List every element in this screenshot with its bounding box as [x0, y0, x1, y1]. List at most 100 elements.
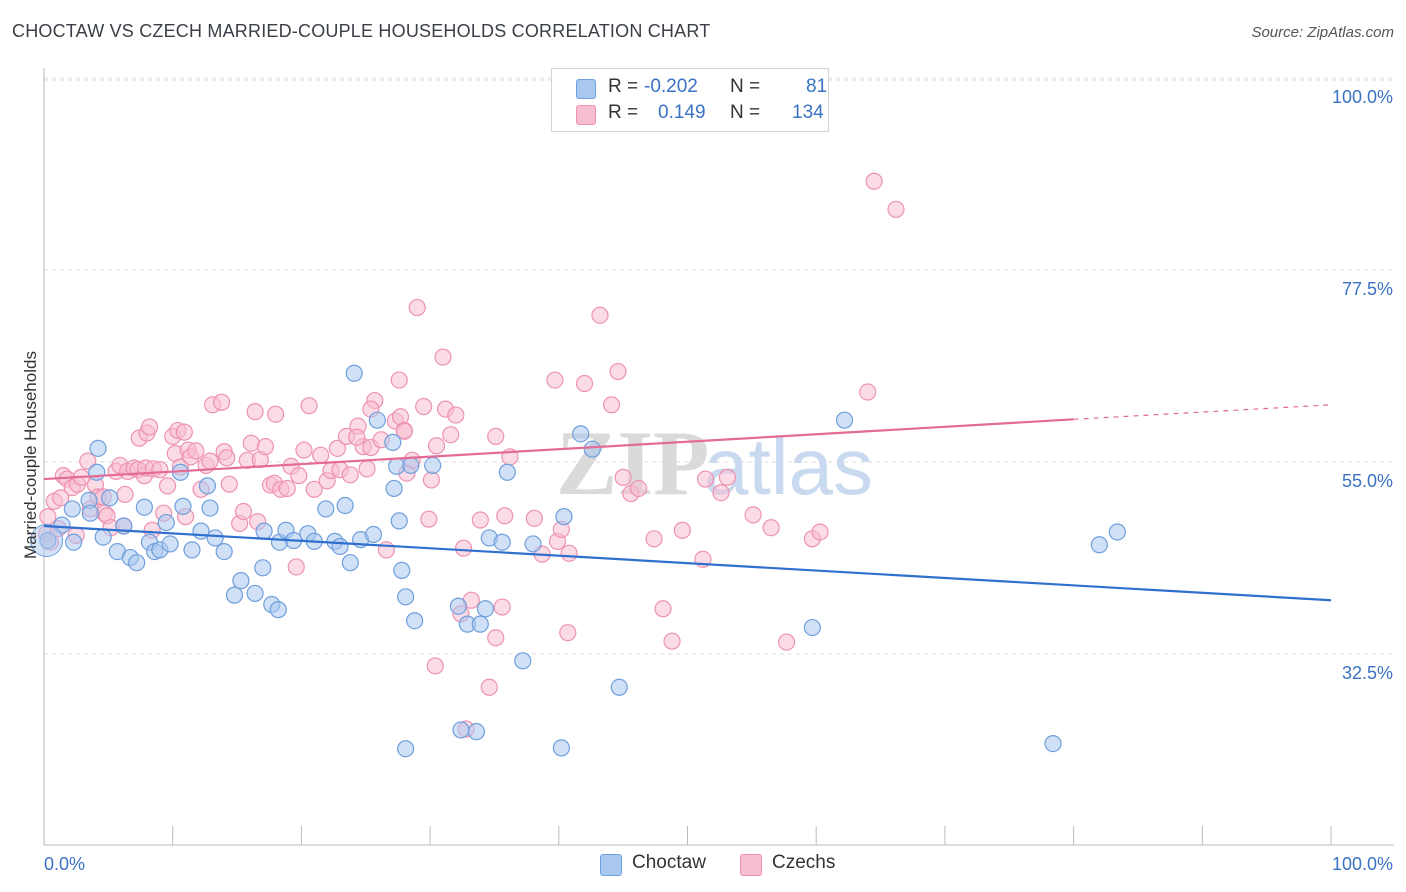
choctaw-point: [341, 554, 359, 572]
czech-point: [434, 348, 452, 366]
choctaw-point: [65, 533, 83, 551]
y-tick-label: 100.0%: [1332, 87, 1393, 107]
legend-r-value-czechs: 0.149: [658, 102, 706, 123]
choctaw-point: [610, 678, 628, 696]
choctaw-point: [552, 739, 570, 757]
tick-labels: 32.5% 55.0% 77.5% 100.0% 0.0% 100.0%: [44, 87, 1393, 874]
choctaw-point: [424, 456, 442, 475]
choctaw-point: [368, 411, 386, 429]
czech-point: [575, 374, 594, 393]
czech-point: [290, 467, 308, 485]
watermark: ZIP atlas: [556, 412, 873, 514]
czech-point: [629, 479, 648, 498]
czech-point: [220, 475, 238, 493]
correlation-legend: R = -0.202 N = 81 R = 0.149 N = 134: [551, 68, 829, 132]
czech-point: [614, 468, 632, 486]
bottom-legend-label-czechs: Czechs: [772, 852, 836, 873]
choctaw-point: [183, 541, 201, 559]
czech-point: [546, 371, 564, 389]
czech-point: [79, 452, 97, 470]
choctaw-point: [402, 456, 420, 475]
choctaw-point: [467, 723, 486, 741]
czech-point: [358, 460, 376, 478]
choctaw-point: [215, 542, 233, 561]
czech-point: [278, 479, 296, 498]
czech-point: [242, 434, 260, 452]
choctaw-point: [192, 522, 210, 540]
czech-trend-line-extension: [1073, 404, 1332, 420]
czech-point: [744, 506, 762, 524]
choctaw-point: [385, 479, 403, 498]
x-tick-label: 0.0%: [44, 854, 85, 874]
choctaw-point: [524, 535, 542, 553]
czech-point: [559, 624, 577, 642]
czech-point: [487, 427, 505, 445]
choctaw-point: [81, 504, 99, 522]
choctaw-point: [206, 529, 224, 547]
choctaw-cluster-point: [30, 524, 64, 558]
czech-point: [408, 298, 426, 317]
czech-point: [887, 200, 905, 219]
choctaw-point: [397, 588, 415, 606]
czech-point: [287, 558, 305, 576]
czech-point: [859, 383, 877, 401]
czech-point: [422, 471, 440, 489]
choctaw-point: [555, 508, 573, 526]
czech-point: [415, 397, 433, 416]
legend-n-label: N =: [730, 102, 761, 123]
czech-point: [234, 502, 253, 521]
czech-point: [377, 541, 395, 559]
axes: [43, 68, 1394, 846]
choctaw-point: [406, 612, 424, 630]
czech-point: [712, 484, 730, 502]
choctaw-point: [128, 554, 146, 572]
czech-point: [777, 633, 796, 651]
czech-point: [762, 519, 780, 537]
choctaw-point: [384, 433, 402, 451]
choctaw-point: [269, 601, 287, 619]
czech-point: [246, 403, 264, 421]
czech-point: [718, 468, 736, 486]
choctaw-swatch-icon: [576, 79, 596, 99]
czech-point: [480, 678, 498, 696]
czech-point: [395, 422, 413, 440]
choctaw-point: [255, 522, 273, 540]
choctaw-point: [449, 597, 468, 615]
choctaw-point: [63, 500, 81, 518]
y-axis-label: Married-couple Households: [21, 351, 40, 559]
choctaw-point: [198, 477, 217, 495]
czech-point: [591, 306, 609, 324]
czech-point: [140, 418, 159, 436]
choctaw-point: [331, 537, 349, 556]
legend-n-label: N =: [730, 76, 761, 97]
czech-point: [300, 397, 318, 415]
y-tick-label: 77.5%: [1342, 279, 1393, 299]
czech-swatch-icon: [576, 105, 596, 125]
bottom-legend-label-choctaw: Choctaw: [632, 852, 706, 873]
czech-point: [525, 509, 543, 527]
choctaw-point: [572, 425, 590, 443]
choctaw-point: [471, 615, 489, 633]
choctaw-point: [835, 411, 854, 429]
czech-point: [213, 393, 231, 411]
choctaw-point: [174, 497, 192, 515]
czech-point: [673, 521, 691, 539]
choctaw-point: [157, 513, 175, 532]
czech-point: [454, 539, 473, 557]
choctaw-point: [493, 533, 511, 551]
choctaw-point: [390, 512, 408, 530]
choctaw-point: [1044, 734, 1062, 753]
czech-point: [865, 172, 883, 190]
czech-legend-icon: [740, 854, 762, 876]
czech-point: [609, 362, 627, 381]
grid-lines: [44, 77, 1394, 655]
choctaw-point: [225, 586, 244, 604]
choctaw-legend-icon: [600, 854, 622, 876]
czech-point: [267, 405, 285, 423]
czech-point: [328, 439, 347, 457]
legend-r-value-choctaw: -0.202: [644, 76, 698, 97]
czech-point: [447, 406, 465, 424]
legend-n-value-choctaw: 81: [806, 76, 828, 97]
czech-point: [420, 510, 438, 528]
choctaw-point: [336, 496, 354, 515]
